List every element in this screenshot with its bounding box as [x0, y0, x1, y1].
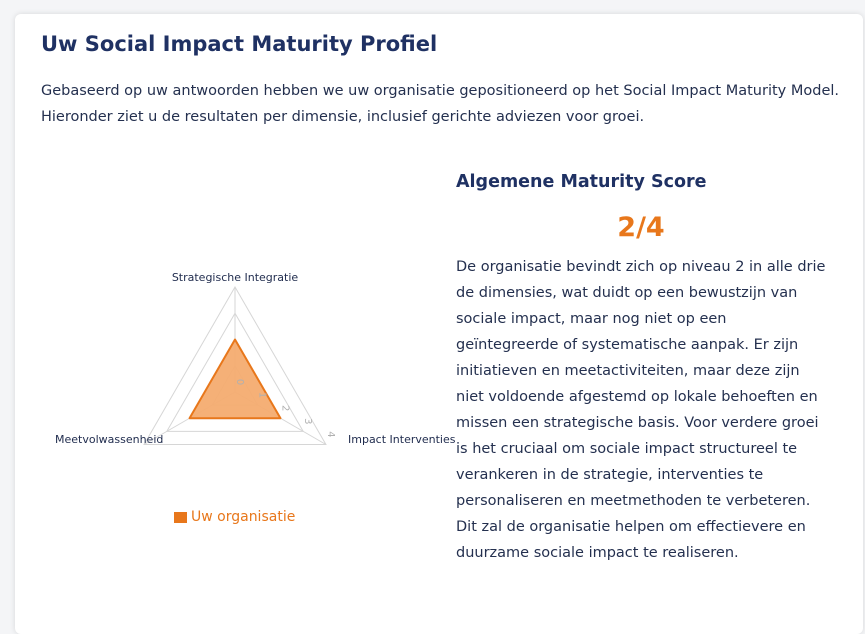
radar-series-area	[188, 338, 282, 420]
chart-legend[interactable]: Uw organisatie	[174, 509, 295, 525]
score-heading: Algemene Maturity Score	[456, 172, 707, 192]
radar-tick-label: 0	[234, 379, 245, 385]
radar-tick-label: 4	[325, 431, 336, 437]
page-title: Uw Social Impact Maturity Profiel	[41, 32, 438, 56]
legend-swatch	[174, 511, 187, 523]
intro-text: Gebaseerd op uw antwoorden hebben we uw …	[41, 83, 840, 125]
radar-axis-label: Impact Interventies	[348, 433, 455, 446]
radar-tick-label: 3	[302, 418, 313, 424]
radar-axis-label: Strategische Integratie	[172, 271, 299, 284]
legend-label: Uw organisatie	[191, 509, 296, 525]
radar-axis-label: Meetvolwassenheid	[55, 433, 163, 446]
maturity-profile-card: Uw Social Impact Maturity Profiel Gebase…	[15, 14, 863, 634]
score-value: 2/4	[617, 212, 665, 243]
score-description: De organisatie bevindt zich op niveau 2 …	[456, 259, 826, 561]
radar-tick-label: 1	[257, 392, 268, 398]
maturity-radar-chart: 0 1 2 3 4 Strategische Integratie Impact Inter…	[55, 271, 455, 446]
radar-tick-label: 2	[279, 405, 290, 411]
radar-grid-ring	[143, 286, 327, 445]
radar-grid-ring	[165, 312, 305, 432]
